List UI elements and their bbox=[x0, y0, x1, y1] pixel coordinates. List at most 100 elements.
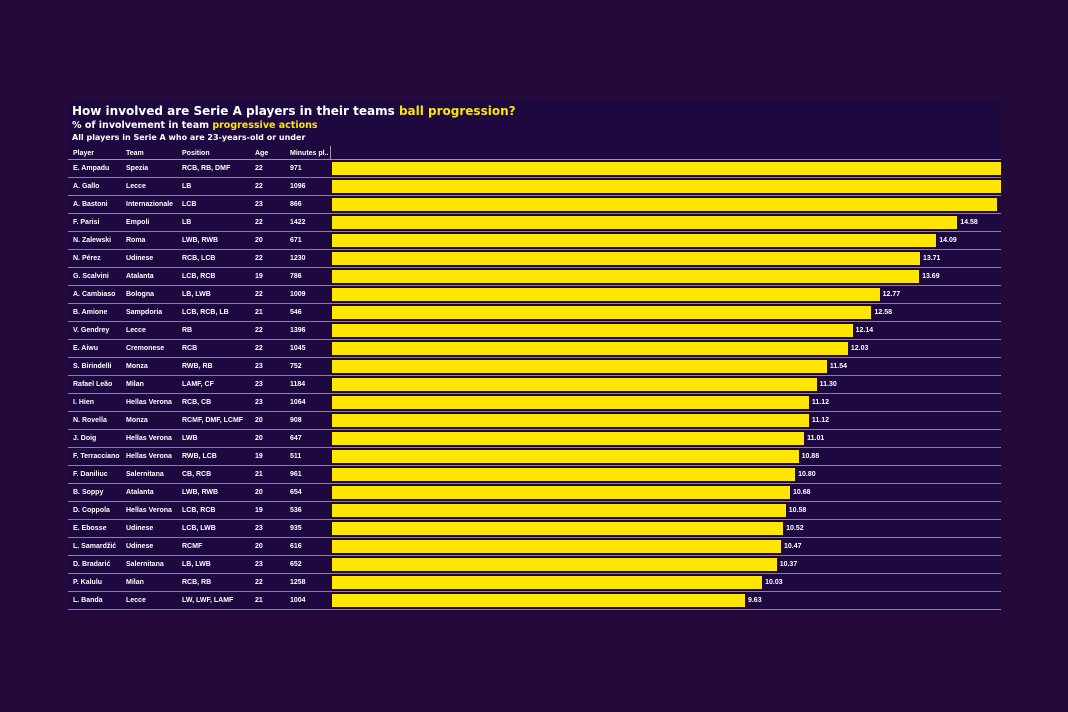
bar-value-label: 10.37 bbox=[779, 561, 798, 568]
bar bbox=[332, 486, 790, 499]
cell-player: S. Birindelli bbox=[73, 363, 112, 370]
cell-player: A. Bastoni bbox=[73, 201, 108, 208]
bar bbox=[332, 198, 997, 211]
chart-note: All players in Serie A who are 23-years-… bbox=[72, 133, 306, 142]
header-minutes: Minutes pl.. bbox=[290, 150, 329, 157]
cell-age: 20 bbox=[255, 543, 263, 550]
cell-position: LWB, RWB bbox=[182, 237, 219, 244]
cell-player: B. Amione bbox=[73, 309, 108, 316]
bar bbox=[332, 450, 799, 463]
cell-team: Monza bbox=[126, 417, 148, 424]
bar bbox=[332, 432, 805, 445]
table-row: B. Soppy Atalanta LWB, RWB 20 654 10.68 bbox=[68, 484, 1001, 502]
chart-panel: How involved are Serie A players in thei… bbox=[68, 100, 1001, 611]
cell-age: 20 bbox=[255, 417, 263, 424]
table-row: I. Hien Hellas Verona RCB, CB 23 1064 11.12 bbox=[68, 394, 1001, 412]
cell-minutes: 971 bbox=[290, 165, 302, 172]
cell-minutes: 546 bbox=[290, 309, 302, 316]
cell-minutes: 536 bbox=[290, 507, 302, 514]
cell-player: P. Kalulu bbox=[73, 579, 103, 586]
table-row: F. Terracciano Hellas Verona RWB, LCB 19 511… bbox=[68, 448, 1001, 466]
cell-minutes: 935 bbox=[290, 525, 302, 532]
cell-team: Atalanta bbox=[126, 489, 154, 496]
table-row: E. Aiwu Cremonese RCB 22 1045 12.03 bbox=[68, 340, 1001, 358]
bar-value-label: 10.47 bbox=[784, 543, 802, 550]
table-row: A. Bastoni Internazionale LCB 23 866 bbox=[68, 196, 1001, 214]
cell-team: Sampdoria bbox=[126, 309, 163, 316]
bar bbox=[332, 234, 937, 247]
bar bbox=[332, 180, 1001, 193]
cell-team: Lecce bbox=[126, 327, 146, 334]
cell-minutes: 1009 bbox=[290, 291, 306, 298]
cell-team: Cremonese bbox=[126, 345, 165, 352]
bar bbox=[332, 468, 796, 481]
bar-value-label: 13.71 bbox=[922, 255, 941, 262]
bar bbox=[332, 270, 920, 283]
cell-position: LCB bbox=[182, 201, 197, 208]
bar bbox=[332, 414, 809, 427]
cell-team: Hellas Verona bbox=[126, 507, 172, 514]
cell-player: Rafael Leão bbox=[73, 381, 113, 388]
cell-position: RCB, RB, DMF bbox=[182, 165, 231, 172]
cell-age: 23 bbox=[255, 363, 263, 370]
cell-age: 21 bbox=[255, 597, 263, 604]
cell-team: Internazionale bbox=[126, 201, 174, 208]
cell-minutes: 652 bbox=[290, 561, 302, 568]
cell-minutes: 786 bbox=[290, 273, 302, 280]
cell-player: N. Pérez bbox=[73, 255, 101, 262]
cell-player: I. Hien bbox=[73, 399, 95, 406]
cell-player: L. Samardžić bbox=[73, 543, 117, 550]
cell-age: 20 bbox=[255, 237, 263, 244]
table-row: F. Parisi Empoli LB 22 1422 14.58 bbox=[68, 214, 1001, 232]
cell-age: 23 bbox=[255, 201, 263, 208]
table-row: L. Banda Lecce LW, LWF, LAMF 21 1004 9.63 bbox=[68, 592, 1001, 610]
cell-team: Lecce bbox=[126, 597, 146, 604]
cell-age: 23 bbox=[255, 399, 263, 406]
table-row: A. Gallo Lecce LB 22 1096 bbox=[68, 178, 1001, 196]
cell-position: LW, LWF, LAMF bbox=[182, 597, 234, 604]
cell-team: Udinese bbox=[126, 543, 154, 550]
cell-age: 22 bbox=[255, 291, 263, 298]
bar-value-label: 11.54 bbox=[829, 363, 848, 370]
cell-minutes: 1396 bbox=[290, 327, 306, 334]
table-row: E. Ampadu Spezia RCB, RB, DMF 22 971 bbox=[68, 160, 1001, 178]
cell-team: Bologna bbox=[126, 291, 154, 298]
cell-player: F. Parisi bbox=[73, 219, 100, 226]
cell-player: E. Ebosse bbox=[73, 525, 107, 532]
cell-player: G. Scalvini bbox=[73, 273, 109, 280]
cell-player: F. Terracciano bbox=[73, 453, 120, 460]
bar bbox=[332, 360, 827, 373]
header-underline bbox=[68, 159, 1001, 160]
cell-age: 19 bbox=[255, 453, 263, 460]
cell-player: E. Aiwu bbox=[73, 345, 99, 352]
cell-minutes: 511 bbox=[290, 453, 302, 460]
cell-position: LB bbox=[182, 219, 192, 226]
cell-position: LCB, RCB bbox=[182, 273, 216, 280]
cell-team: Udinese bbox=[126, 255, 154, 262]
cell-position: LCB, RCB, LB bbox=[182, 309, 229, 316]
cell-team: Lecce bbox=[126, 183, 146, 190]
cell-minutes: 866 bbox=[290, 201, 302, 208]
table-row: B. Amione Sampdoria LCB, RCB, LB 21 546 12.58 bbox=[68, 304, 1001, 322]
bar-value-label: 10.03 bbox=[765, 579, 783, 586]
chart-subtitle: % of involvement in team progressive act… bbox=[72, 120, 318, 131]
bar-value-label: 11.12 bbox=[811, 399, 830, 406]
bar bbox=[332, 216, 958, 229]
cell-team: Salernitana bbox=[126, 561, 164, 568]
table-row: S. Birindelli Monza RWB, RB 23 752 11.54 bbox=[68, 358, 1001, 376]
header-divider bbox=[330, 146, 331, 160]
cell-position: CB, RCB bbox=[182, 471, 212, 478]
bar-value-label: 13.69 bbox=[922, 273, 940, 280]
bar bbox=[332, 324, 853, 337]
cell-player: N. Zalewski bbox=[73, 237, 112, 244]
header-team: Team bbox=[126, 150, 144, 157]
cell-position: LB bbox=[182, 183, 192, 190]
table-row: N. Pérez Udinese RCB, LCB 22 1230 13.71 bbox=[68, 250, 1001, 268]
cell-team: Milan bbox=[126, 381, 144, 388]
cell-position: LWB bbox=[182, 435, 198, 442]
cell-player: J. Doig bbox=[73, 435, 97, 442]
cell-age: 22 bbox=[255, 327, 263, 334]
cell-minutes: 647 bbox=[290, 435, 302, 442]
bar-value-label: 12.03 bbox=[850, 345, 869, 352]
cell-position: RCB, CB bbox=[182, 399, 212, 406]
